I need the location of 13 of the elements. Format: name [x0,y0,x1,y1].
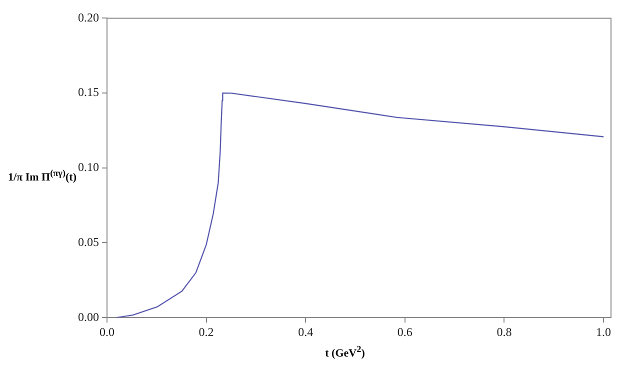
x-axis-title: t (GeV$^{2}$) [324,344,366,360]
y-tick-label: 0.10 [78,160,99,174]
y-tick-label: 0.05 [78,234,99,249]
y-tick-label: 0.20 [78,10,99,24]
y-tick-label: 0.15 [78,85,99,100]
x-tick-label: 0.0 [100,324,114,339]
y-tick-label: 0.00 [78,310,99,324]
x-tick-label: 0.4 [298,324,314,339]
x-tick-label: 0.6 [397,324,412,339]
x-tick-label: 1.0 [596,324,612,339]
x-tick-label: 0.2 [198,324,214,339]
x-tick-label: 0.8 [496,324,512,339]
y-axis-title: 1/π Im Π$^{(πγ)}$(t) [8,168,76,184]
